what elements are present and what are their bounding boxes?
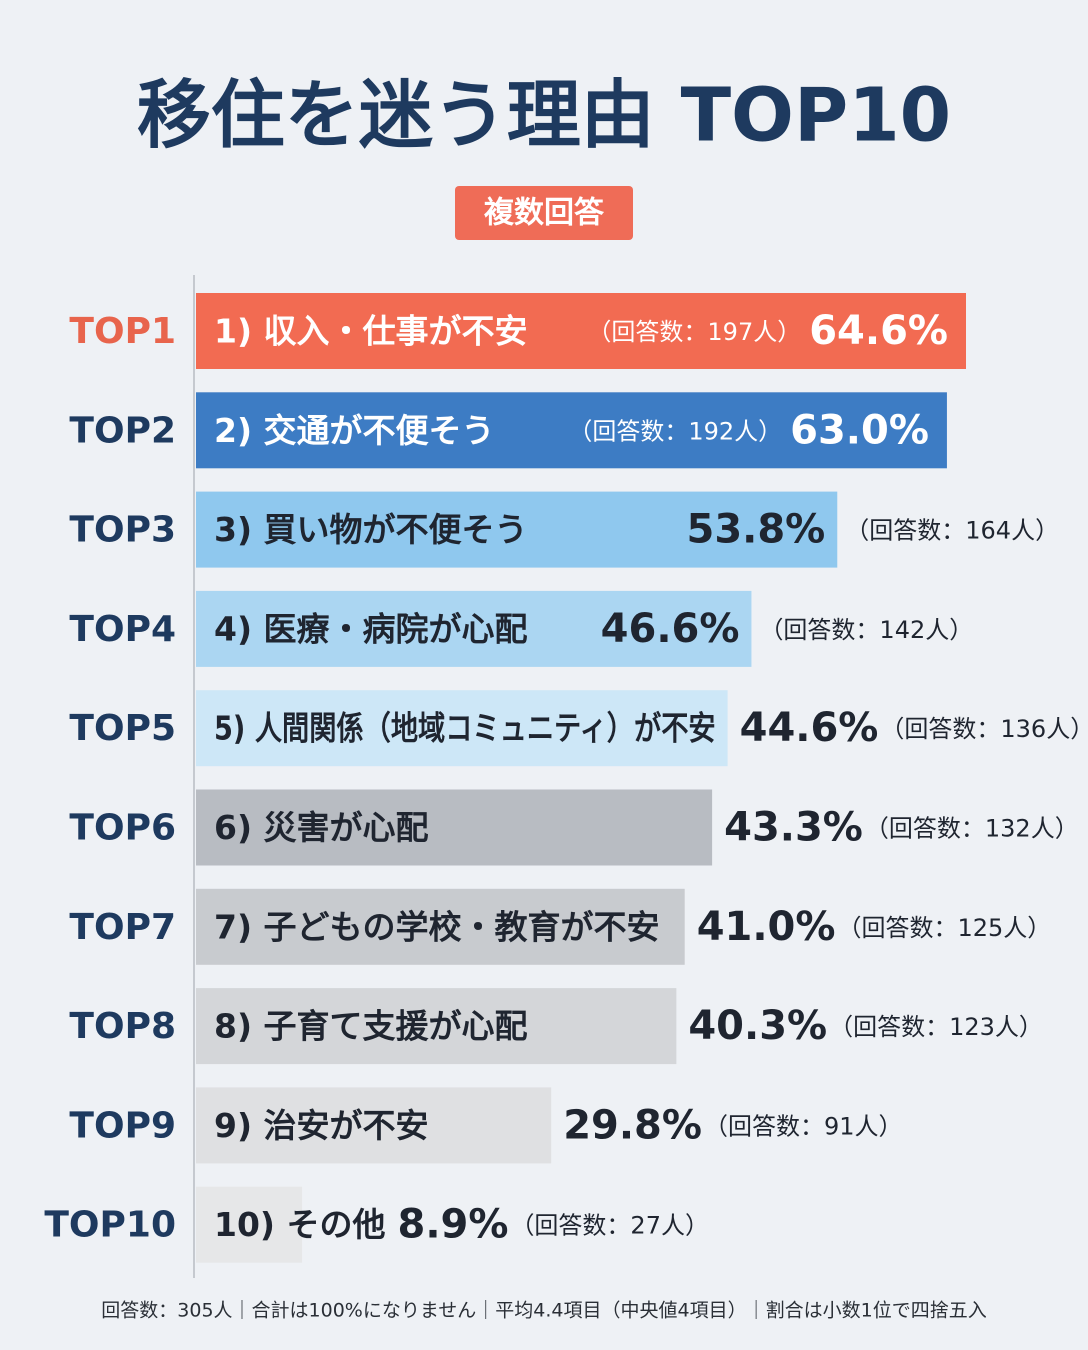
category-label: 8) 子育て支援が心配: [214, 1007, 528, 1046]
category-label: 9) 治安が不安: [214, 1106, 429, 1145]
bar: [196, 1087, 552, 1164]
category-label: 5) 人間関係（地域コミュニティ）が不安: [214, 709, 716, 748]
value-label: 64.6%: [809, 308, 948, 354]
bar: [196, 491, 838, 568]
count-label: （回答数：192人）: [568, 417, 782, 445]
category-label: 3) 買い物が不便そう: [214, 510, 528, 549]
footnote: 回答数：305人｜合計は100%になりません｜平均4.4項目（中央値4項目）｜割…: [101, 1300, 986, 1322]
chart-title: 移住を迷う理由 TOP10: [137, 73, 951, 159]
bar: [196, 789, 713, 866]
count-label: （回答数：125人）: [837, 914, 1051, 942]
category-label: 6) 災害が心配: [214, 808, 429, 847]
value-label: 40.3%: [688, 1003, 827, 1049]
bar: [196, 392, 947, 469]
value-label: 8.9%: [398, 1202, 509, 1248]
count-label: （回答数：91人）: [704, 1112, 903, 1140]
rank-label: TOP4: [69, 609, 176, 650]
count-label: （回答数：142人）: [759, 616, 973, 644]
bar: [196, 590, 752, 667]
count-label: （回答数：123人）: [829, 1013, 1043, 1041]
rank-label: TOP3: [69, 510, 176, 551]
rank-label: TOP10: [44, 1205, 176, 1246]
value-label: 44.6%: [740, 705, 879, 751]
count-label: （回答数：136人）: [880, 715, 1088, 743]
category-label: 2) 交通が不便そう: [214, 411, 495, 450]
badge: 複数回答: [484, 196, 605, 231]
category-label: 1) 収入・仕事が不安: [214, 312, 528, 351]
bar: [196, 293, 966, 369]
value-label: 41.0%: [697, 904, 836, 950]
rank-label: TOP7: [69, 907, 176, 948]
category-label: 4) 医療・病院が心配: [214, 609, 528, 648]
rank-label: TOP5: [69, 708, 176, 749]
bar: [196, 690, 728, 767]
count-label: （回答数：164人）: [845, 517, 1059, 545]
value-label: 29.8%: [563, 1102, 702, 1148]
value-label: 43.3%: [724, 805, 863, 851]
rank-label: TOP9: [69, 1105, 176, 1146]
bar: [196, 988, 677, 1065]
rank-label: TOP1: [69, 311, 176, 352]
count-label: （回答数：27人）: [510, 1212, 709, 1240]
bar: [196, 888, 685, 965]
rank-label: TOP8: [69, 1006, 176, 1047]
value-label: 63.0%: [790, 407, 929, 453]
value-label: 46.6%: [601, 606, 740, 652]
badge-bg: [455, 186, 633, 240]
value-label: 53.8%: [686, 507, 825, 553]
category-label: 7) 子どもの学校・教育が不安: [214, 907, 660, 946]
category-label: 10) その他: [214, 1205, 386, 1244]
rank-label: TOP2: [69, 410, 176, 451]
count-label: （回答数：132人）: [865, 815, 1079, 843]
rank-label: TOP6: [69, 808, 176, 849]
count-label: （回答数：197人）: [587, 318, 801, 346]
bar: [196, 1186, 303, 1263]
